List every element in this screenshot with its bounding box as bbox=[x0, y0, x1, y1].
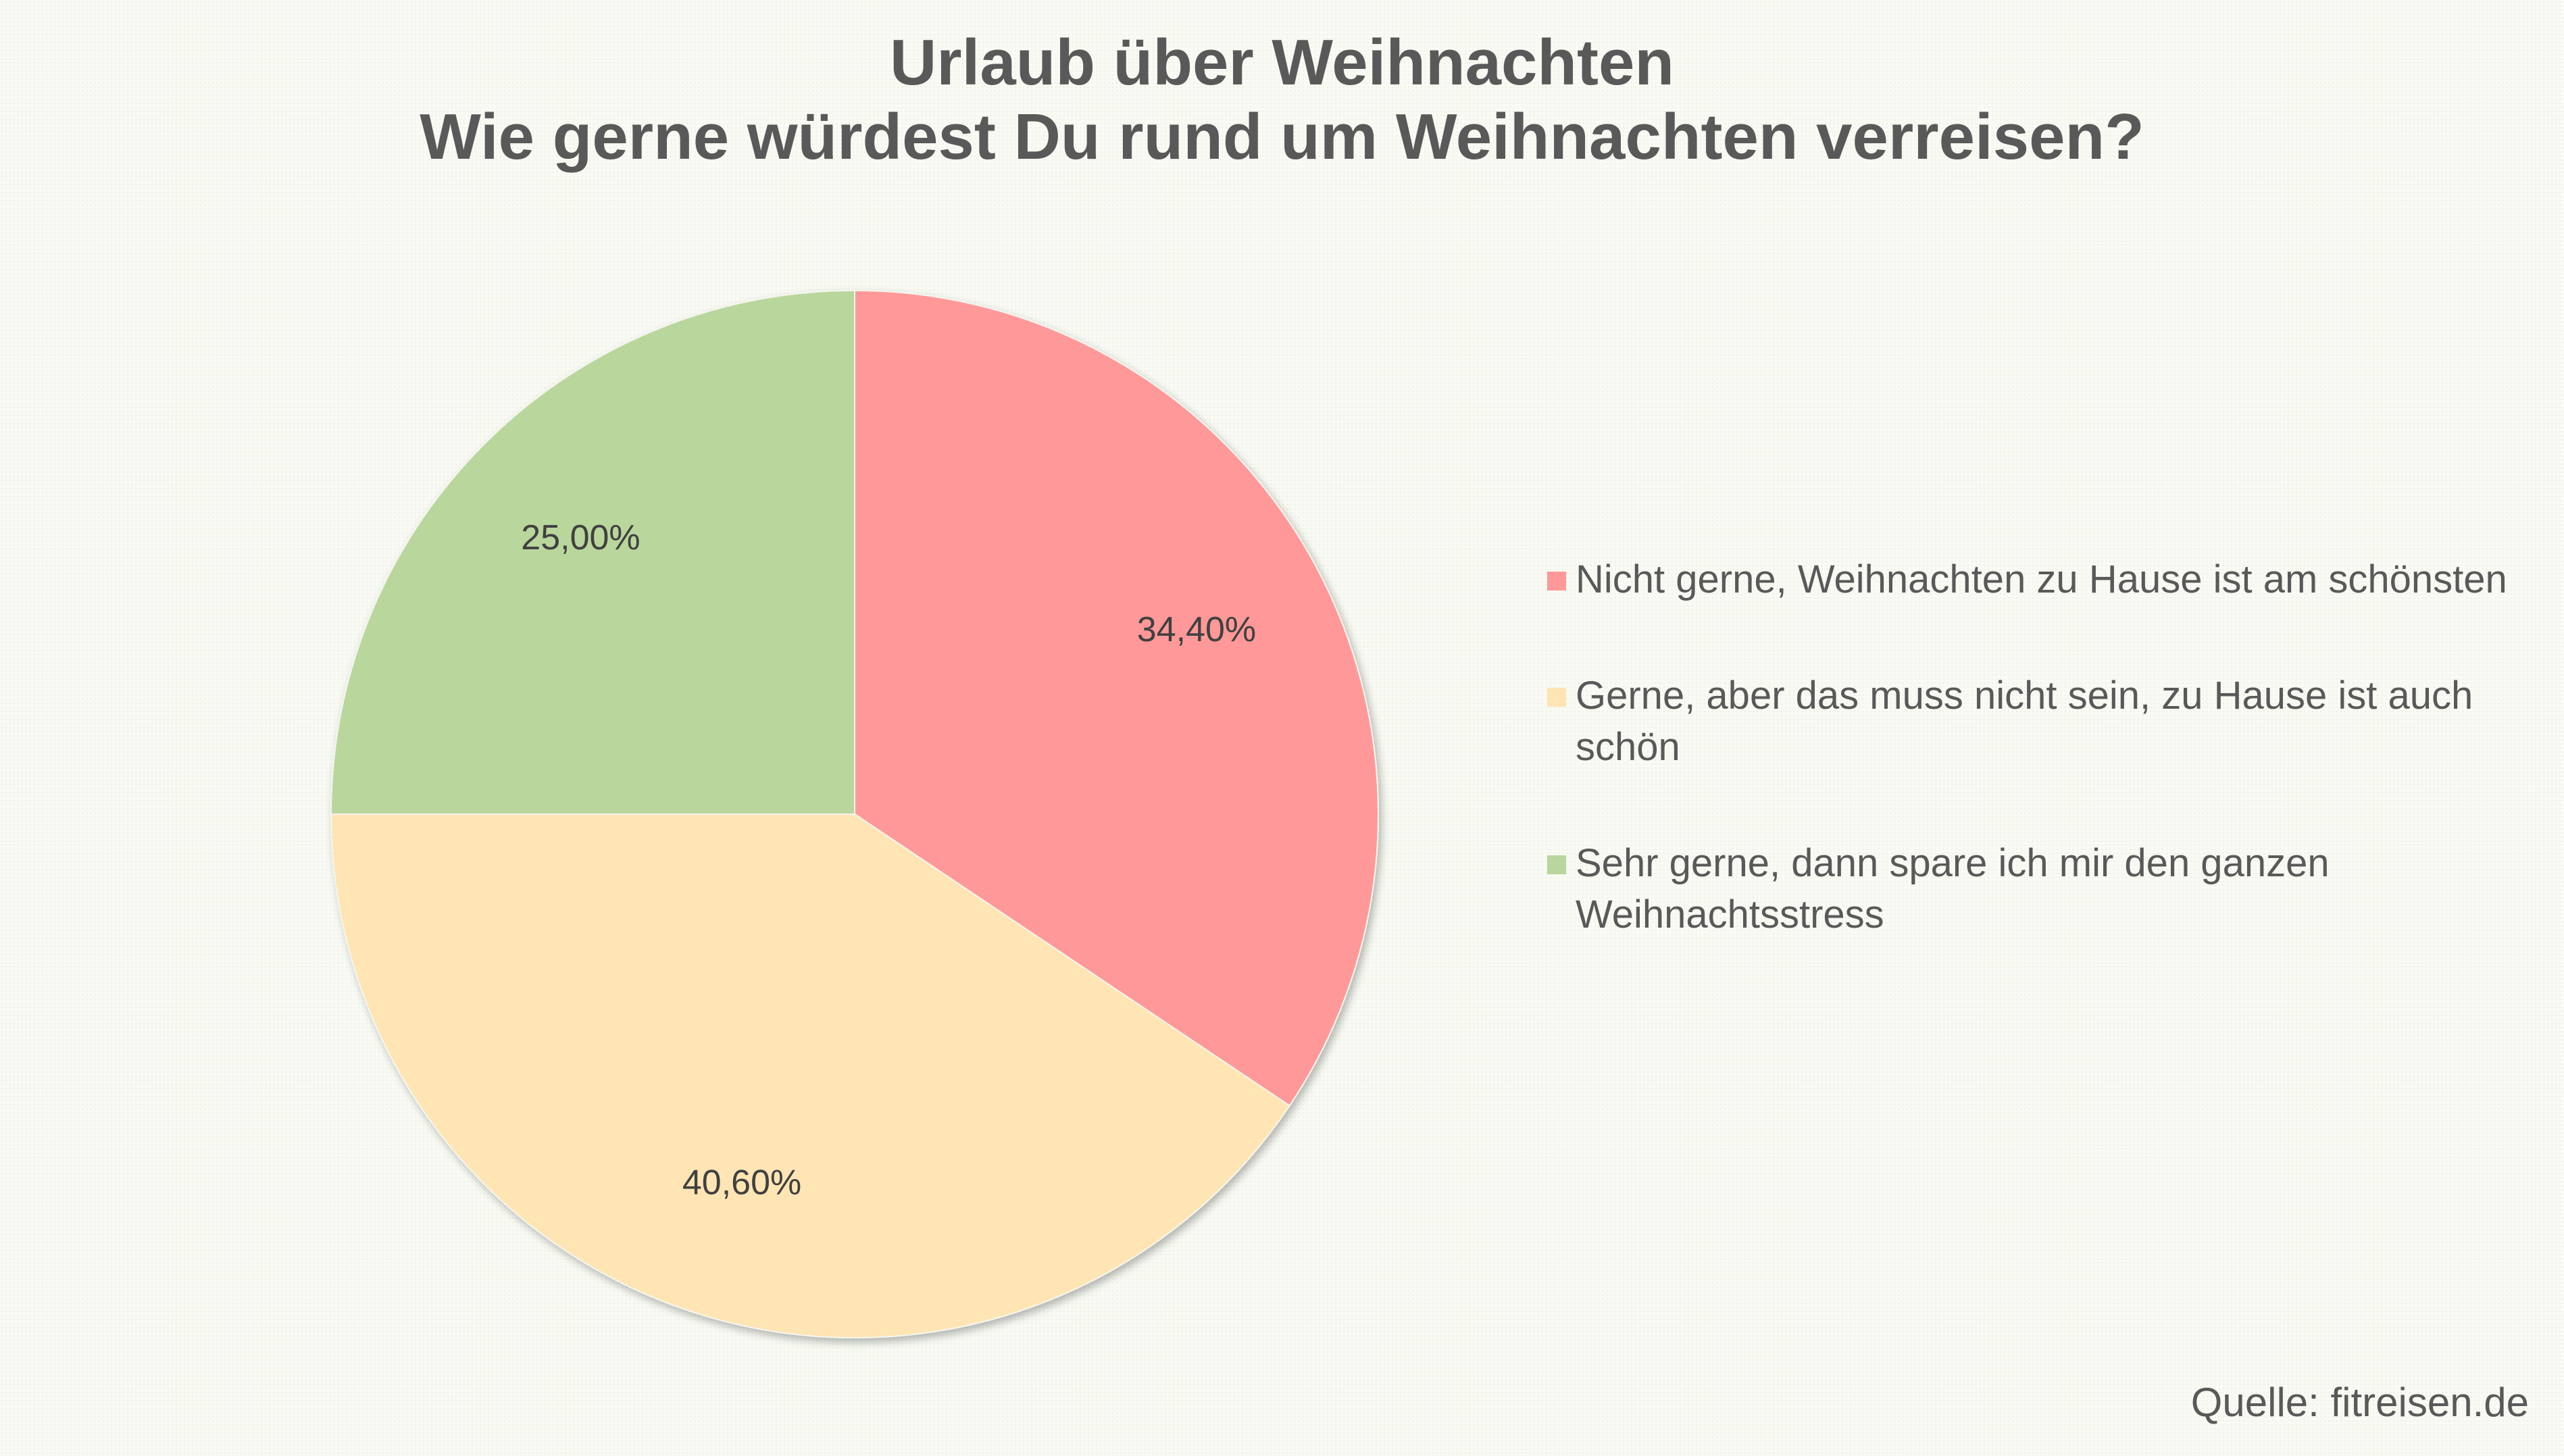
pie-slice-2 bbox=[330, 813, 1291, 1338]
pie-data-label-2: 40,60% bbox=[682, 1163, 801, 1202]
pie-data-labels: 34,40% 40,60% 25,00% bbox=[521, 518, 1256, 1202]
source-note: Quelle: fitreisen.de bbox=[2190, 1380, 2529, 1425]
legend-swatch-3 bbox=[1547, 855, 1566, 874]
legend-label-2: Gerne, aber das muss nicht sein, zu Haus… bbox=[1576, 674, 2473, 769]
pie-data-label-3: 25,00% bbox=[521, 518, 640, 557]
legend-item-2: Gerne, aber das muss nicht sein, zu Haus… bbox=[1534, 670, 2547, 773]
legend-item-3: Sehr gerne, dann spare ich mir den ganze… bbox=[1534, 838, 2547, 940]
chart-title: Urlaub über Weihnachten bbox=[889, 26, 1675, 99]
legend-label-3: Sehr gerne, dann spare ich mir den ganze… bbox=[1576, 841, 2330, 936]
pie-slice-3 bbox=[330, 289, 855, 815]
pie-slice-1 bbox=[854, 289, 1379, 1107]
legend-swatch-2 bbox=[1547, 688, 1566, 707]
pie-data-label-1: 34,40% bbox=[1137, 610, 1256, 649]
chart-subtitle: Wie gerne würdest Du rund um Weihnachten… bbox=[420, 101, 2144, 173]
legend: Nicht gerne, Weihnachten zu Hause ist am… bbox=[1534, 554, 2547, 1005]
legend-swatch-1 bbox=[1547, 572, 1566, 591]
legend-label-1: Nicht gerne, Weihnachten zu Hause ist am… bbox=[1576, 557, 2507, 601]
legend-item-1: Nicht gerne, Weihnachten zu Hause ist am… bbox=[1534, 554, 2547, 605]
pie-slices bbox=[330, 289, 1379, 1338]
